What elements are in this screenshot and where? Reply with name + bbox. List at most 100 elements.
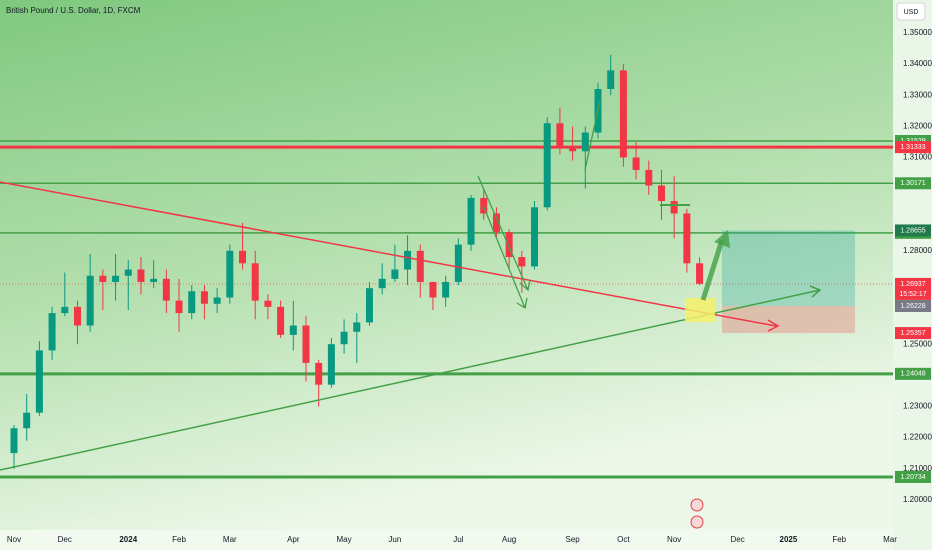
candle-body	[99, 275, 107, 282]
trend-line	[0, 289, 821, 471]
price-tag	[895, 141, 931, 154]
x-tick-label: Mar	[883, 535, 897, 544]
candle-body	[632, 157, 640, 170]
candle-body	[264, 300, 272, 307]
x-tick-label: Feb	[832, 535, 846, 544]
last-price-label: 1.26937	[900, 281, 925, 288]
candle-body	[213, 297, 221, 304]
candle-body	[531, 207, 539, 267]
candle-body	[569, 148, 577, 152]
y-tick-label: 1.21000	[903, 464, 932, 473]
candle-body	[556, 123, 564, 149]
candle-body	[670, 201, 678, 214]
candle-body	[175, 300, 183, 314]
candle-body	[226, 250, 234, 298]
event-icon[interactable]	[690, 515, 704, 529]
price-tag	[895, 299, 931, 312]
candle-body	[543, 123, 551, 208]
price-tag-label: 1.31333	[900, 144, 925, 151]
candle-body	[150, 278, 158, 282]
x-tick-label: Nov	[667, 535, 681, 544]
x-tick-label: Jul	[453, 535, 463, 544]
y-tick-label: 1.22000	[903, 433, 932, 442]
x-tick-label: Sep	[565, 535, 580, 544]
y-tick-label: 1.32000	[903, 121, 932, 130]
candle-body	[327, 344, 335, 385]
countdown: 15:52:17	[899, 291, 926, 298]
x-tick-label: Nov	[7, 535, 21, 544]
candle-body	[61, 306, 69, 314]
candle-body	[657, 185, 665, 202]
event-icon[interactable]	[690, 498, 704, 512]
x-tick-label: 2025	[780, 535, 798, 544]
profit-zone	[722, 230, 855, 306]
price-tag-label: 1.30171	[900, 180, 925, 187]
highlight	[685, 298, 715, 322]
y-tick-label: 1.34000	[903, 59, 932, 68]
candle-body	[429, 281, 437, 298]
drawn-line	[584, 99, 601, 171]
arrow-head	[767, 319, 780, 332]
price-tag-label: 1.26228	[900, 303, 925, 310]
price-tag	[895, 224, 931, 237]
y-tick-label: 1.23000	[903, 402, 932, 411]
price-tag	[895, 177, 931, 190]
candle-body	[188, 291, 196, 314]
candle-body	[454, 244, 462, 282]
price-tag-label: 1.24048	[900, 371, 925, 378]
candle-body	[353, 322, 361, 332]
candle-body	[365, 288, 373, 323]
y-tick-label: 1.28000	[903, 246, 932, 255]
candle-body	[505, 232, 513, 258]
candle-body	[467, 197, 475, 245]
y-tick-label: 1.20000	[903, 495, 932, 504]
price-tag-label: 1.20734	[900, 474, 925, 481]
candle-body	[23, 412, 31, 429]
x-tick-label: May	[337, 535, 352, 544]
candle-body	[340, 331, 348, 345]
x-tick-label: Oct	[617, 535, 630, 544]
candle-body	[302, 325, 310, 363]
candle-body	[518, 257, 526, 267]
candle-body	[289, 325, 297, 335]
candle-body	[683, 213, 691, 264]
candle-body	[404, 250, 412, 270]
candle-body	[162, 278, 170, 301]
candle-body	[137, 269, 145, 282]
arrow-head	[714, 230, 730, 248]
y-tick-label: 1.33000	[903, 90, 932, 99]
x-tick-label: Mar	[223, 535, 237, 544]
candle-body	[239, 250, 247, 264]
candle-body	[86, 275, 94, 326]
candle-body	[391, 269, 399, 279]
trend-line	[0, 181, 777, 327]
y-tick-label: 1.31000	[903, 153, 932, 162]
candle-body	[124, 269, 132, 276]
x-tick-label: Feb	[172, 535, 186, 544]
candle-body	[492, 213, 500, 233]
candle-body	[378, 278, 386, 289]
currency: USD	[904, 9, 919, 16]
candle-body	[696, 263, 704, 284]
candle-body	[48, 313, 56, 351]
currency-button[interactable]	[896, 2, 926, 21]
candle-body	[35, 350, 43, 413]
candle-body	[619, 70, 627, 158]
candle-body	[251, 263, 259, 301]
projection-arrow	[700, 239, 725, 301]
price-tag-label: 1.28655	[900, 227, 925, 234]
candle-body	[73, 306, 81, 326]
candle-body	[112, 275, 120, 282]
x-tick-label: 2024	[119, 535, 137, 544]
y-tick-label: 1.25000	[903, 339, 932, 348]
x-tick-label: Jun	[388, 535, 401, 544]
price-tag	[895, 367, 931, 380]
x-tick-label: Apr	[287, 535, 300, 544]
last-price-tag	[895, 277, 931, 300]
price-tag	[895, 327, 931, 340]
time-axis	[0, 530, 893, 550]
candle-body	[10, 428, 18, 454]
candle-body	[416, 250, 424, 282]
arrow-head	[809, 285, 822, 298]
